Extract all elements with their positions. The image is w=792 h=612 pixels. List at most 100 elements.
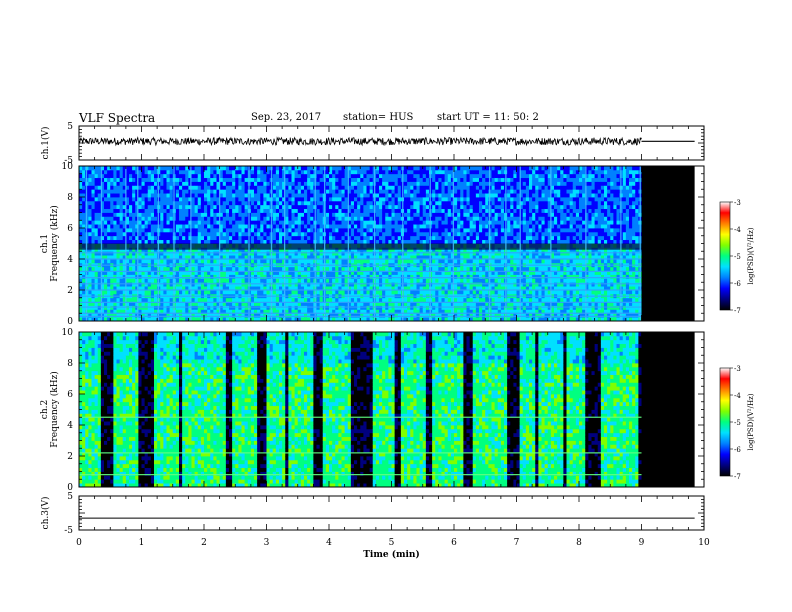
spectrogram-cell — [388, 216, 392, 221]
spectrogram-cell — [132, 181, 136, 186]
spectrogram-cell — [129, 185, 133, 190]
spectrogram-cell — [350, 181, 355, 186]
spectrogram-cell — [91, 169, 96, 175]
spectrogram-cell — [325, 197, 330, 202]
spectrogram-cell — [254, 317, 258, 322]
spectrogram-cell — [225, 166, 230, 171]
spectrogram-cell — [444, 166, 449, 171]
spectrogram-cell — [244, 228, 249, 233]
spectrogram-cell — [91, 189, 96, 194]
spectrogram-cell — [300, 317, 305, 322]
spectrogram-cell — [394, 301, 399, 306]
spectrogram-cell — [91, 266, 96, 272]
spectrogram-cell — [225, 286, 230, 291]
spectrogram-cell — [107, 290, 111, 295]
spectrogram-cell — [94, 216, 99, 221]
spectrogram-cell — [366, 278, 371, 283]
spectrogram-cell — [100, 290, 105, 295]
spectrogram-cell — [210, 189, 214, 194]
spectrogram-cell — [229, 317, 233, 322]
spectrogram-cell — [350, 169, 355, 175]
spectrogram-cell — [166, 270, 171, 275]
spectrogram-cell — [179, 290, 183, 295]
spectrogram-cell — [397, 231, 402, 237]
spectrogram-cell — [122, 297, 127, 303]
spectrogram-cell — [272, 224, 277, 229]
spectrogram-cell — [450, 235, 455, 241]
spectrogram-cell — [182, 317, 186, 322]
spectrogram-cell — [341, 208, 346, 213]
spectrogram-cell — [207, 169, 211, 175]
spectrogram-cell — [144, 200, 149, 206]
spectrogram-cell — [413, 255, 417, 260]
spectrogram-cell — [297, 278, 302, 283]
spectrogram-cell — [250, 166, 255, 171]
spectrogram-cell — [329, 297, 333, 303]
spectrogram-cell — [422, 166, 427, 171]
spectrogram-cell — [329, 286, 333, 291]
spectrogram-cell — [425, 197, 430, 202]
spectrogram-cell — [266, 266, 271, 272]
spectrogram-cell — [275, 228, 280, 233]
spectrogram-cell — [397, 193, 402, 198]
spectrogram-cell — [185, 266, 189, 272]
spectrogram-cell — [144, 181, 149, 186]
spectrogram-cell — [335, 274, 339, 279]
spectrogram-cell — [319, 181, 324, 186]
spectrogram-cell — [225, 212, 230, 217]
spectrogram-cell — [382, 212, 386, 217]
spectrogram-cell — [219, 185, 224, 190]
spectrogram-cell — [110, 278, 114, 283]
spectrogram-cell — [325, 189, 330, 194]
spectrogram-cell — [350, 290, 355, 295]
spectrogram-cell — [419, 189, 424, 194]
spectrogram-cell — [375, 239, 380, 244]
spectrogram-cell — [163, 216, 167, 221]
spectrogram-cell — [244, 173, 249, 179]
spectrogram-cell — [204, 255, 208, 260]
spectrogram-cell — [222, 212, 227, 217]
spectrogram-cell — [344, 208, 349, 213]
spectrogram-cell — [382, 173, 386, 179]
spectrogram-cell — [341, 274, 346, 279]
spectrogram-cell — [238, 212, 242, 217]
spectrogram-cell — [347, 270, 352, 275]
spectrogram-cell — [279, 224, 283, 229]
spectrogram-cell — [316, 259, 321, 264]
spectrogram-cell — [407, 216, 411, 221]
spectrogram-cell — [275, 169, 280, 175]
spectrogram-cell — [154, 200, 158, 206]
spectrogram-cell — [122, 228, 127, 233]
spectrogram-cell — [232, 235, 236, 241]
spectrogram-cell — [97, 317, 102, 322]
spectrogram-cell — [107, 212, 111, 217]
spectrogram-cell — [329, 266, 333, 272]
spectrogram-cell — [188, 301, 192, 306]
spectrogram-cell — [419, 204, 424, 210]
spectrogram-cell — [79, 259, 83, 264]
spectrogram-cell — [307, 189, 311, 194]
spectrogram-cell — [254, 197, 258, 202]
spectrogram-cell — [210, 278, 214, 283]
spectrogram-cell — [341, 166, 346, 171]
spectrogram-cell — [366, 200, 371, 206]
spectrogram-cell — [191, 208, 196, 213]
spectrogram-cell — [450, 200, 455, 206]
spectrogram-cell — [307, 313, 311, 318]
spectrogram-cell — [347, 317, 352, 322]
spectrogram-cell — [232, 212, 236, 217]
spectrogram-cell — [332, 169, 336, 175]
spectrogram-cell — [344, 313, 349, 318]
spectrogram-cell — [263, 197, 267, 202]
spectrogram-cell — [335, 169, 339, 175]
spectrogram-cell — [444, 197, 449, 202]
spectrogram-cell — [232, 255, 236, 260]
spectrogram-cell — [360, 266, 364, 272]
spectrogram-cell — [363, 189, 367, 194]
spectrogram-cell — [444, 290, 449, 295]
spectrogram-cell — [207, 177, 211, 182]
spectrogram-cell — [432, 200, 436, 206]
spectrogram-cell — [207, 200, 211, 206]
spectrogram-cell — [225, 169, 230, 175]
spectrogram-cell — [297, 208, 302, 213]
